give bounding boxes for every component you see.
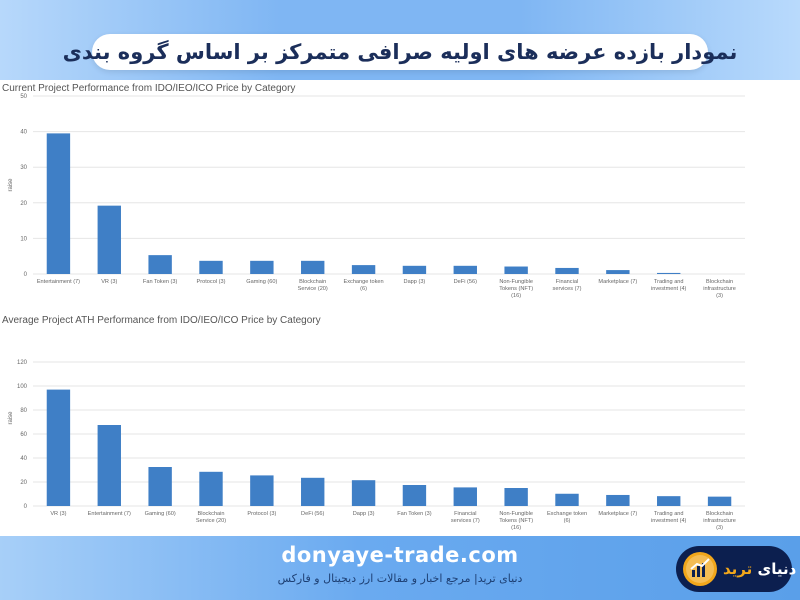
chart-2-xtick-label: Protocol (3) bbox=[247, 511, 276, 517]
chart-1-bar bbox=[504, 266, 528, 274]
chart-1-bar bbox=[250, 260, 274, 274]
logo-badge[interactable]: دنیای ترید bbox=[676, 546, 796, 592]
chart-1-bar bbox=[351, 265, 376, 274]
header-band: نمودار بازده عرضه های اولیه صرافی متمرکز… bbox=[0, 0, 800, 80]
chart-2-xtick-label: Entertainment (7) bbox=[88, 511, 131, 517]
chart-1-ytick-label: 30 bbox=[20, 165, 27, 171]
chart-2-xtick-label: Marketplace (7) bbox=[598, 511, 637, 517]
chart-2-xtick-label: Dapp (3) bbox=[353, 511, 375, 517]
chart-1-bar bbox=[555, 267, 579, 274]
chart-1-xtick-label: Non-Fungible Tokens (NFT) (16) bbox=[499, 279, 533, 299]
chart-1-xtick-label: Financial services (7) bbox=[553, 279, 582, 292]
chart-1-ylabel: raise bbox=[8, 178, 14, 192]
chart-2-bar bbox=[504, 488, 528, 506]
chart-1-xtick-label: Trading and investment (4) bbox=[651, 279, 687, 292]
chart-1-xtick-label: VR (3) bbox=[101, 279, 117, 285]
chart-1-bar bbox=[657, 272, 681, 274]
chart-2-bar bbox=[301, 477, 325, 506]
chart-2-title: Average Project ATH Performance from IDO… bbox=[2, 315, 321, 326]
chart-1-xtick-label: DeFi (56) bbox=[454, 279, 477, 285]
chart-2-xtick-label: Exchange token (6) bbox=[547, 511, 587, 524]
chart-1-bar bbox=[606, 270, 630, 274]
chart-2-xtick-label: Blockchain Service (20) bbox=[196, 511, 226, 524]
chart-1-bar bbox=[199, 260, 223, 274]
chart-2-ytick-label: 20 bbox=[20, 480, 27, 486]
chart-2-bar bbox=[351, 480, 376, 506]
chart-2-xtick-label: Financial services (7) bbox=[451, 511, 480, 524]
chart-1-xtick-label: Gaming (60) bbox=[246, 279, 277, 285]
chart-1-xtick-label: Fan Token (3) bbox=[143, 279, 178, 285]
chart-2-ytick-label: 60 bbox=[20, 432, 27, 438]
chart-2-bar bbox=[250, 475, 274, 506]
chart-1-bar bbox=[453, 265, 477, 274]
chart-2-xtick-label: DeFi (56) bbox=[301, 511, 324, 517]
chart-2-bar bbox=[555, 493, 579, 506]
chart-2-bar bbox=[453, 487, 477, 506]
charts-svg: Current Project Performance from IDO/IEO… bbox=[2, 83, 745, 531]
chart-2-bar bbox=[707, 496, 732, 506]
footer-band: donyaye-trade.com دنیای ترید| مرجع اخبار… bbox=[0, 536, 800, 600]
logo-text-part1: دنیای bbox=[757, 560, 797, 578]
logo-text: دنیای ترید bbox=[723, 560, 796, 578]
chart-2-bar bbox=[402, 485, 427, 506]
chart-1-ytick-label: 50 bbox=[20, 94, 27, 100]
page-title: نمودار بازده عرضه های اولیه صرافی متمرکز… bbox=[62, 40, 738, 64]
chart-2-xtick-label: Gaming (60) bbox=[145, 511, 176, 517]
chart-1-xtick-label: Entertainment (7) bbox=[37, 279, 80, 285]
chart-1-xtick-label: Exchange token (6) bbox=[344, 279, 384, 292]
logo-text-part2: ترید bbox=[723, 560, 753, 578]
chart-2-ytick-label: 100 bbox=[17, 384, 28, 390]
chart-2-xtick-label: Fan Token (3) bbox=[397, 511, 432, 517]
chart-1-xtick-label: Dapp (3) bbox=[404, 279, 426, 285]
chart-1-ytick-label: 40 bbox=[20, 130, 27, 136]
trading-chart-logo-icon bbox=[683, 552, 717, 586]
chart-1-bar bbox=[301, 260, 325, 274]
site-url[interactable]: donyaye-trade.com bbox=[281, 543, 519, 567]
charts-container: Current Project Performance from IDO/IEO… bbox=[0, 80, 800, 536]
chart-2-bar bbox=[46, 389, 71, 506]
chart-1-xtick-label: Protocol (3) bbox=[197, 279, 226, 285]
chart-2-bar bbox=[199, 471, 223, 506]
chart-1-ytick-label: 20 bbox=[20, 201, 27, 207]
site-tagline: دنیای ترید| مرجع اخبار و مقالات ارز دیجی… bbox=[277, 572, 523, 585]
chart-2-bar bbox=[657, 496, 681, 506]
chart-1-ytick-label: 10 bbox=[20, 236, 27, 242]
chart-2-xtick-label: Blockchain infrastructure (3) bbox=[703, 511, 736, 531]
logo-icon-svg bbox=[686, 555, 714, 583]
chart-1-title: Current Project Performance from IDO/IEO… bbox=[2, 83, 295, 94]
chart-2-xtick-label: Trading and investment (4) bbox=[651, 511, 687, 524]
chart-2-bar bbox=[606, 494, 630, 506]
chart-1-bar bbox=[402, 265, 427, 274]
chart-2-ylabel: raise bbox=[8, 411, 14, 425]
chart-2-ytick-label: 80 bbox=[20, 408, 27, 414]
chart-1-xtick-label: Blockchain Service (20) bbox=[298, 279, 328, 292]
title-pill: نمودار بازده عرضه های اولیه صرافی متمرکز… bbox=[63, 34, 737, 70]
chart-1-xtick-label: Blockchain infrastructure (3) bbox=[703, 279, 736, 299]
chart-1-bar bbox=[97, 205, 121, 274]
chart-2-bar bbox=[148, 467, 172, 506]
chart-2-ytick-label: 120 bbox=[17, 360, 28, 366]
chart-2-xtick-label: VR (3) bbox=[50, 511, 66, 517]
chart-2-xtick-label: Non-Fungible Tokens (NFT) (16) bbox=[499, 511, 533, 531]
chart-1-xtick-label: Marketplace (7) bbox=[598, 279, 637, 285]
chart-1-ytick-label: 0 bbox=[24, 272, 28, 278]
chart-2-ytick-label: 40 bbox=[20, 456, 27, 462]
chart-2-ytick-label: 0 bbox=[24, 504, 28, 510]
chart-2-bar bbox=[97, 425, 121, 506]
chart-1-bar bbox=[46, 133, 71, 274]
chart-1-bar bbox=[148, 255, 172, 274]
